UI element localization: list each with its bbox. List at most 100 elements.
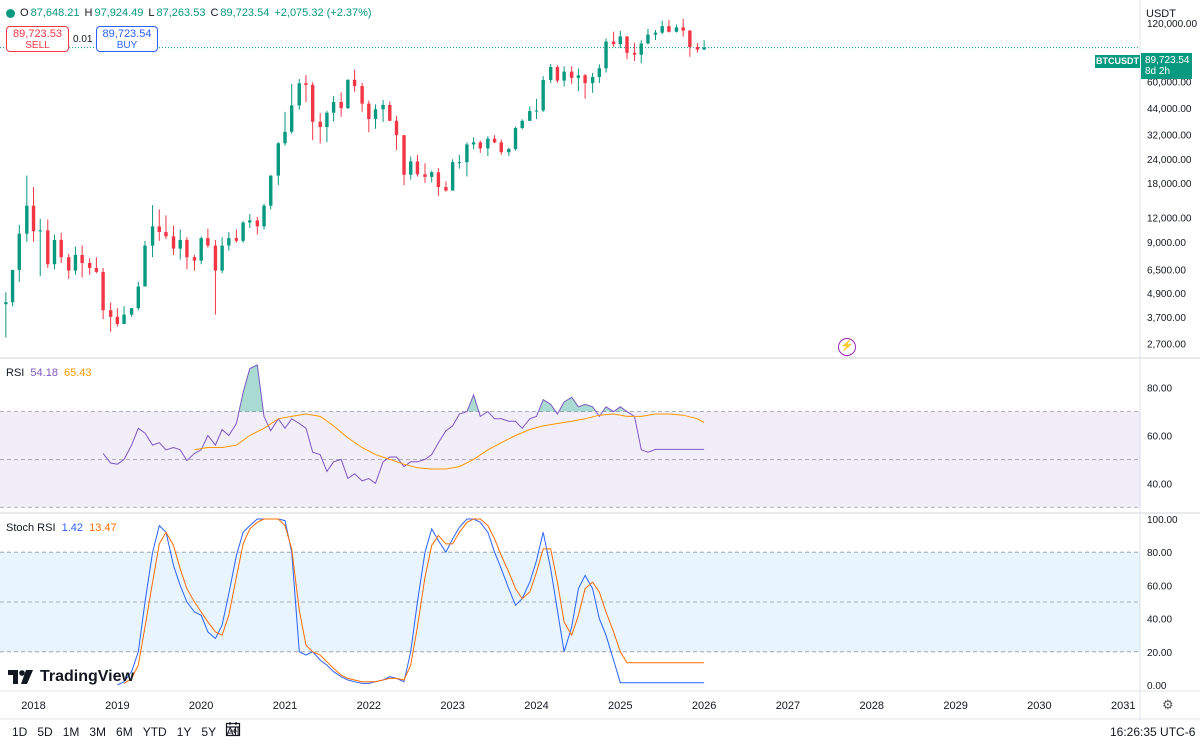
candle-body	[465, 144, 469, 163]
candle-body	[541, 80, 545, 111]
candle-body	[150, 226, 155, 246]
time-axis-label: 2022	[357, 700, 381, 712]
candle-body	[346, 79, 350, 109]
range-ytd[interactable]: YTD	[142, 725, 167, 739]
tradingview-logo-icon	[8, 670, 33, 684]
candle-body	[122, 314, 126, 324]
candle-body	[283, 131, 287, 144]
candle-body	[646, 34, 650, 44]
candle-body	[352, 79, 357, 87]
candle-body	[227, 238, 231, 246]
status-dot-icon	[6, 8, 15, 18]
range-1d[interactable]: 1D	[12, 725, 28, 739]
currency-selector[interactable]: USDT	[1146, 8, 1176, 20]
candle-body	[38, 230, 42, 232]
stoch-axis-label: 100.00	[1147, 515, 1178, 526]
candle-body	[555, 66, 560, 81]
candle-body	[436, 172, 441, 188]
candle-body	[31, 205, 36, 232]
candle-body	[429, 172, 434, 177]
candle-body	[164, 232, 168, 237]
candle-body	[248, 220, 252, 223]
candle-body	[507, 148, 511, 153]
candle-body	[695, 46, 700, 50]
buy-price: 89,723.54	[102, 28, 152, 40]
candle-body	[129, 308, 134, 315]
rsi-ma-legend-value: 65.43	[64, 367, 92, 379]
calendar-goto-icon[interactable]	[225, 721, 241, 740]
rsi-ma-line	[194, 413, 705, 470]
range-5d[interactable]: 5D	[37, 725, 53, 739]
close-key: C	[210, 7, 219, 19]
candle-body	[450, 162, 455, 191]
time-axis-label: 2020	[189, 700, 213, 712]
rsi-legend[interactable]: RSI 54.18 65.43	[6, 367, 95, 379]
range-3m[interactable]: 3M	[89, 725, 107, 739]
candle-body	[513, 128, 518, 149]
time-axis-label: 2030	[1027, 700, 1051, 712]
high-key: H	[84, 7, 93, 19]
candle-body	[206, 238, 210, 246]
stoch-axis-label: 80.00	[1147, 548, 1172, 559]
time-axis-label: 2031	[1111, 700, 1135, 712]
price-axis-label: 3,700.00	[1147, 313, 1186, 324]
price-axis-label: 6,500.00	[1147, 265, 1186, 276]
buy-label: BUY	[116, 40, 138, 51]
stoch-legend-name: Stoch RSI	[6, 522, 56, 534]
clock-display: 16:26:35 UTC-6	[1110, 725, 1196, 739]
time-axis-label: 2027	[776, 700, 800, 712]
price-axis-label: 2,700.00	[1147, 339, 1186, 350]
candle-body	[415, 161, 420, 175]
candle-body	[528, 111, 532, 121]
candle-body	[94, 267, 99, 272]
candle-body	[234, 238, 239, 241]
tradingview-logo-text: TradingView	[40, 668, 134, 685]
stoch-d-legend-value: 13.47	[89, 522, 117, 534]
range-1m[interactable]: 1M	[62, 725, 80, 739]
candle-body	[632, 52, 637, 55]
candle-body	[674, 27, 679, 32]
candle-body	[681, 27, 685, 31]
candle-body	[702, 47, 706, 50]
time-axis-label: 2018	[21, 700, 45, 712]
rsi-legend-name: RSI	[6, 367, 25, 379]
candle-body	[108, 310, 113, 317]
candle-body	[444, 187, 448, 191]
stoch-rsi-legend[interactable]: Stoch RSI 1.42 13.47	[6, 522, 120, 534]
candle-body	[331, 102, 336, 113]
price-axis-label: 24,000.00	[1147, 155, 1192, 166]
stoch-k-line	[117, 518, 705, 686]
candle-body	[562, 71, 566, 81]
candle-body	[185, 239, 189, 258]
gear-icon[interactable]: ⚙	[1162, 697, 1174, 712]
range-1y[interactable]: 1Y	[176, 725, 192, 739]
close-value: 89,723.54	[220, 7, 270, 19]
symbol-badge: BTCUSDT	[1095, 55, 1140, 68]
candle-body	[360, 86, 364, 104]
range-6m[interactable]: 6M	[116, 725, 133, 739]
candle-body	[604, 41, 608, 69]
rsi-axis-label: 80.00	[1147, 384, 1172, 395]
sell-button[interactable]: 89,723.53 SELL	[6, 26, 69, 52]
range-toolbar: 1D 5D 1M 3M 6M YTD 1Y 5Y All	[0, 721, 243, 743]
tradingview-logo[interactable]: TradingView	[8, 668, 134, 686]
low-value: 87,263.53	[156, 7, 206, 19]
candle-body	[304, 83, 308, 85]
candle-body	[178, 239, 182, 249]
range-5y[interactable]: 5Y	[201, 725, 217, 739]
flash-icon[interactable]: ⚡	[838, 338, 856, 356]
candle-countdown: 8d 2h	[1145, 66, 1171, 77]
candle-body	[492, 138, 497, 143]
candle-body	[688, 30, 692, 47]
rsi-axis-label: 40.00	[1147, 479, 1172, 490]
candle-body	[220, 245, 224, 271]
candle-body	[290, 105, 294, 132]
stoch-k-legend-value: 1.42	[61, 522, 84, 534]
candle-body	[46, 230, 50, 265]
candle-body	[583, 75, 587, 84]
low-key: L	[148, 7, 155, 19]
buy-button[interactable]: 89,723.54 BUY	[96, 26, 158, 52]
candle-body	[339, 102, 343, 109]
candle-body	[367, 103, 371, 120]
